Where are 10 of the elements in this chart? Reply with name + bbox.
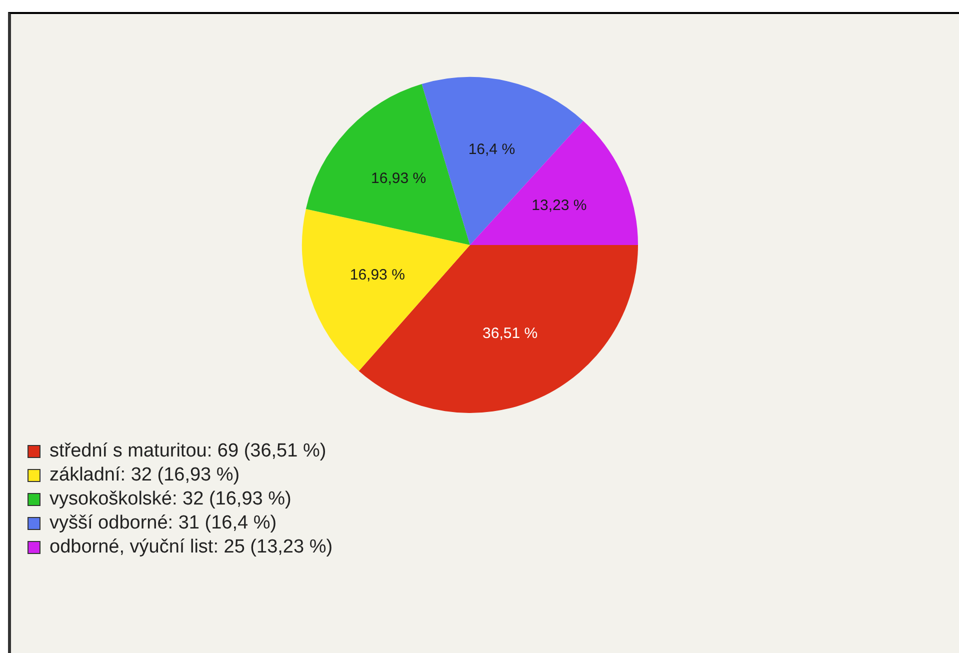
data-label: 36,51 % xyxy=(482,324,538,342)
data-label: 16,4 % xyxy=(468,141,516,158)
legend-label: vysokoškolské: 32 (16,93 %) xyxy=(50,488,292,510)
legend-label: střední s maturitou: 69 (36,51 %) xyxy=(50,440,326,462)
data-label: 16,93 % xyxy=(371,170,426,187)
legend-label: základní: 32 (16,93 %) xyxy=(50,464,240,486)
data-label: 16,93 % xyxy=(350,266,405,284)
legend-label: vyšší odborné: 31 (16,4 %) xyxy=(50,512,277,534)
data-label: 13,23 % xyxy=(532,196,587,214)
legend-label: odborné, výuční list: 25 (13,23 %) xyxy=(50,536,333,558)
